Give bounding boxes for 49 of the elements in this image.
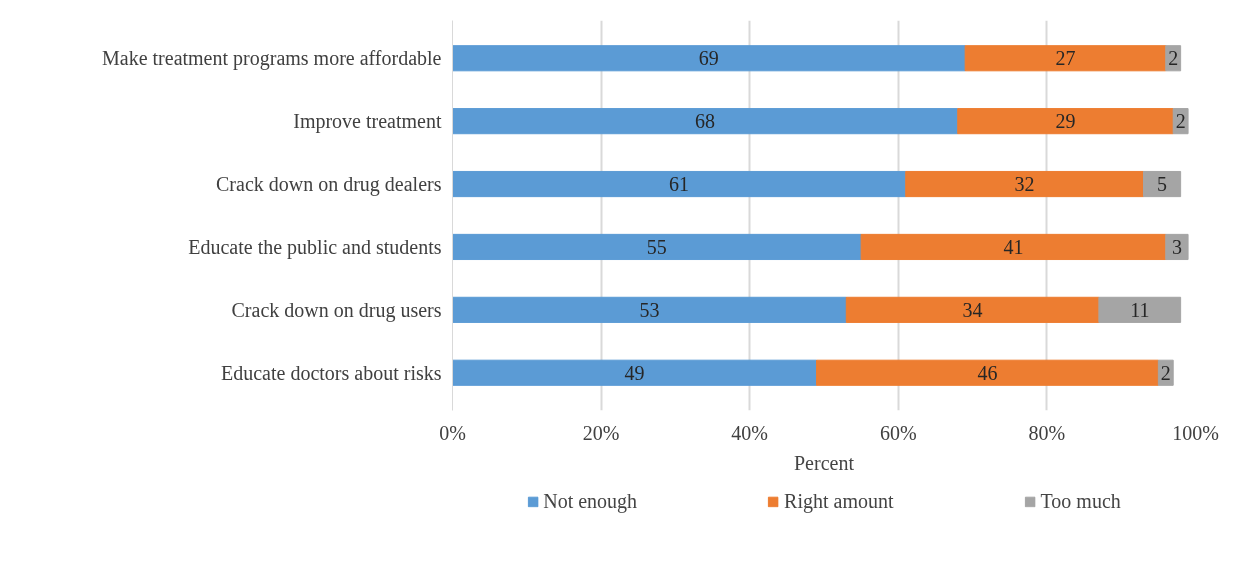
data-label: 3 <box>1171 235 1182 258</box>
data-label: 2 <box>1168 47 1179 70</box>
data-label: 49 <box>624 361 645 384</box>
data-label: 55 <box>646 235 667 258</box>
y-tick-label: Crack down on drug users <box>231 298 442 322</box>
bar <box>452 170 907 198</box>
bar <box>905 170 1144 198</box>
x-tick-label: 40% <box>731 421 769 444</box>
data-label: 5 <box>1157 173 1168 196</box>
bar <box>1165 233 1189 261</box>
data-label: 2 <box>1160 361 1171 384</box>
data-label: 46 <box>977 361 998 384</box>
bar <box>1142 170 1182 198</box>
bar <box>1098 296 1182 323</box>
legend-label: Right amount <box>784 489 894 513</box>
data-label: 27 <box>1055 47 1076 70</box>
x-tick-label: 20% <box>582 421 620 444</box>
bar <box>452 359 818 386</box>
legend-label: Not enough <box>543 489 638 513</box>
y-tick-label: Make treatment programs more affordable <box>102 47 442 71</box>
bar <box>816 359 1159 386</box>
data-label: 53 <box>639 298 660 321</box>
bar <box>845 296 1100 323</box>
y-tick-label: Crack down on drug dealers <box>216 173 442 197</box>
y-tick-label: Educate doctors about risks <box>221 361 442 384</box>
data-label: 32 <box>1014 173 1035 196</box>
data-label: 34 <box>962 298 983 321</box>
bar <box>452 45 966 72</box>
bar <box>964 45 1167 72</box>
x-tick-label: 0% <box>439 421 466 444</box>
bar <box>452 108 959 135</box>
x-tick-label: 100% <box>1172 421 1219 444</box>
data-label: 2 <box>1175 110 1186 133</box>
x-tick-label: 60% <box>879 421 917 444</box>
data-label: 61 <box>669 173 690 196</box>
x-tick-label: 80% <box>1028 421 1066 444</box>
data-label: 69 <box>698 47 719 70</box>
data-label: 68 <box>695 110 716 133</box>
y-tick-label: Improve treatment <box>293 110 442 134</box>
data-label: 41 <box>1003 235 1024 258</box>
x-axis-title: Percent <box>794 451 855 474</box>
legend-label: Too much <box>1040 489 1121 513</box>
bar <box>860 233 1167 261</box>
bar <box>452 296 847 323</box>
data-label: 11 <box>1130 298 1150 321</box>
bar <box>957 108 1174 135</box>
y-tick-label: Educate the public and students <box>188 235 442 259</box>
bar <box>452 233 862 261</box>
data-label: 29 <box>1055 110 1076 133</box>
